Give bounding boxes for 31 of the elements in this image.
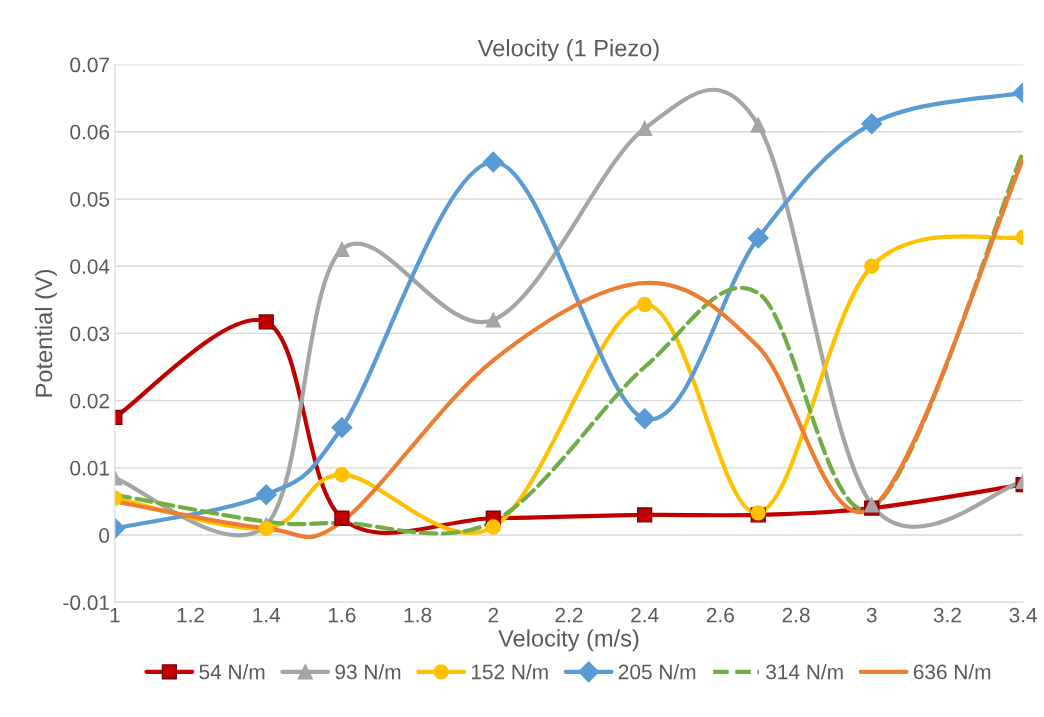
y-tick-label: 0.01 — [70, 460, 109, 476]
y-tick-label: 0.05 — [70, 191, 110, 207]
x-tick-label: 2.6 — [706, 607, 734, 623]
y-tick-label: 0.02 — [70, 393, 109, 409]
y-tick-label: -0.01 — [63, 595, 109, 611]
x-tick-label: 2.2 — [555, 607, 583, 623]
x-tick-label: 1.8 — [404, 607, 432, 623]
y-tick-label: 0.06 — [70, 124, 110, 140]
x-tick-label: 3.2 — [933, 607, 961, 623]
legend-label: 205 N/m — [618, 664, 696, 680]
x-axis-title: Velocity (m/s) — [498, 629, 639, 652]
legend-label: 314 N/m — [766, 664, 843, 680]
x-tick-label: 3.4 — [1009, 607, 1037, 623]
y-tick-label: 0.07 — [70, 57, 109, 73]
legend-label: 636 N/m — [913, 664, 991, 680]
y-tick-label: 0.04 — [70, 259, 110, 274]
x-tick-label: 1 — [110, 607, 120, 623]
legend-label: 54 N/m — [199, 664, 265, 680]
y-axis-title: Potential (V) — [34, 269, 57, 397]
x-tick-label: 2.8 — [782, 607, 810, 623]
y-tick-label: 0.03 — [70, 326, 110, 342]
x-tick-label: 3 — [866, 607, 877, 623]
x-tick-label: 2 — [488, 607, 499, 623]
x-tick-label: 1.4 — [253, 607, 281, 623]
x-tick-label: 1.6 — [329, 607, 356, 623]
legend-label: 93 N/m — [335, 664, 401, 680]
chart-title: Velocity (1 Piezo) — [477, 39, 659, 62]
y-tick-label: 0 — [99, 528, 110, 543]
x-tick-label: 1.2 — [177, 607, 204, 623]
legend-label: 152 N/m — [471, 664, 548, 680]
x-tick-label: 2.4 — [631, 607, 659, 623]
